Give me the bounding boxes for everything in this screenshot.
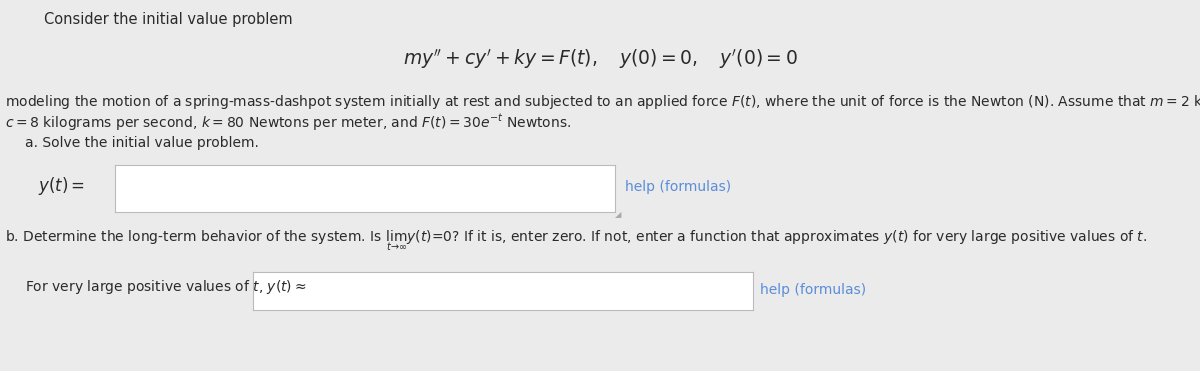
Text: $my'' + cy' + ky = F(t), \quad y(0) = 0, \quad y'(0) = 0$: $my'' + cy' + ky = F(t), \quad y(0) = 0,… xyxy=(402,47,798,71)
Text: b. Determine the long-term behavior of the system. Is $\lim_{t \to \infty} y(t) : b. Determine the long-term behavior of t… xyxy=(5,228,1147,253)
Text: modeling the motion of a spring-mass-dashpot system initially at rest and subjec: modeling the motion of a spring-mass-das… xyxy=(5,93,1200,111)
Text: a. Solve the initial value problem.: a. Solve the initial value problem. xyxy=(25,136,259,150)
Text: ◢: ◢ xyxy=(616,210,622,219)
Text: Consider the initial value problem: Consider the initial value problem xyxy=(44,12,293,27)
Text: $c = 8$ kilograms per second, $k = 80$ Newtons per meter, and $F(t) = 30e^{-t}$ : $c = 8$ kilograms per second, $k = 80$ N… xyxy=(5,112,571,132)
Text: $y(t) =$: $y(t) =$ xyxy=(38,175,85,197)
Text: help (formulas): help (formulas) xyxy=(625,180,731,194)
Text: For very large positive values of $t$, $y(t) \approx$: For very large positive values of $t$, $… xyxy=(25,278,306,296)
Text: help (formulas): help (formulas) xyxy=(760,283,866,297)
